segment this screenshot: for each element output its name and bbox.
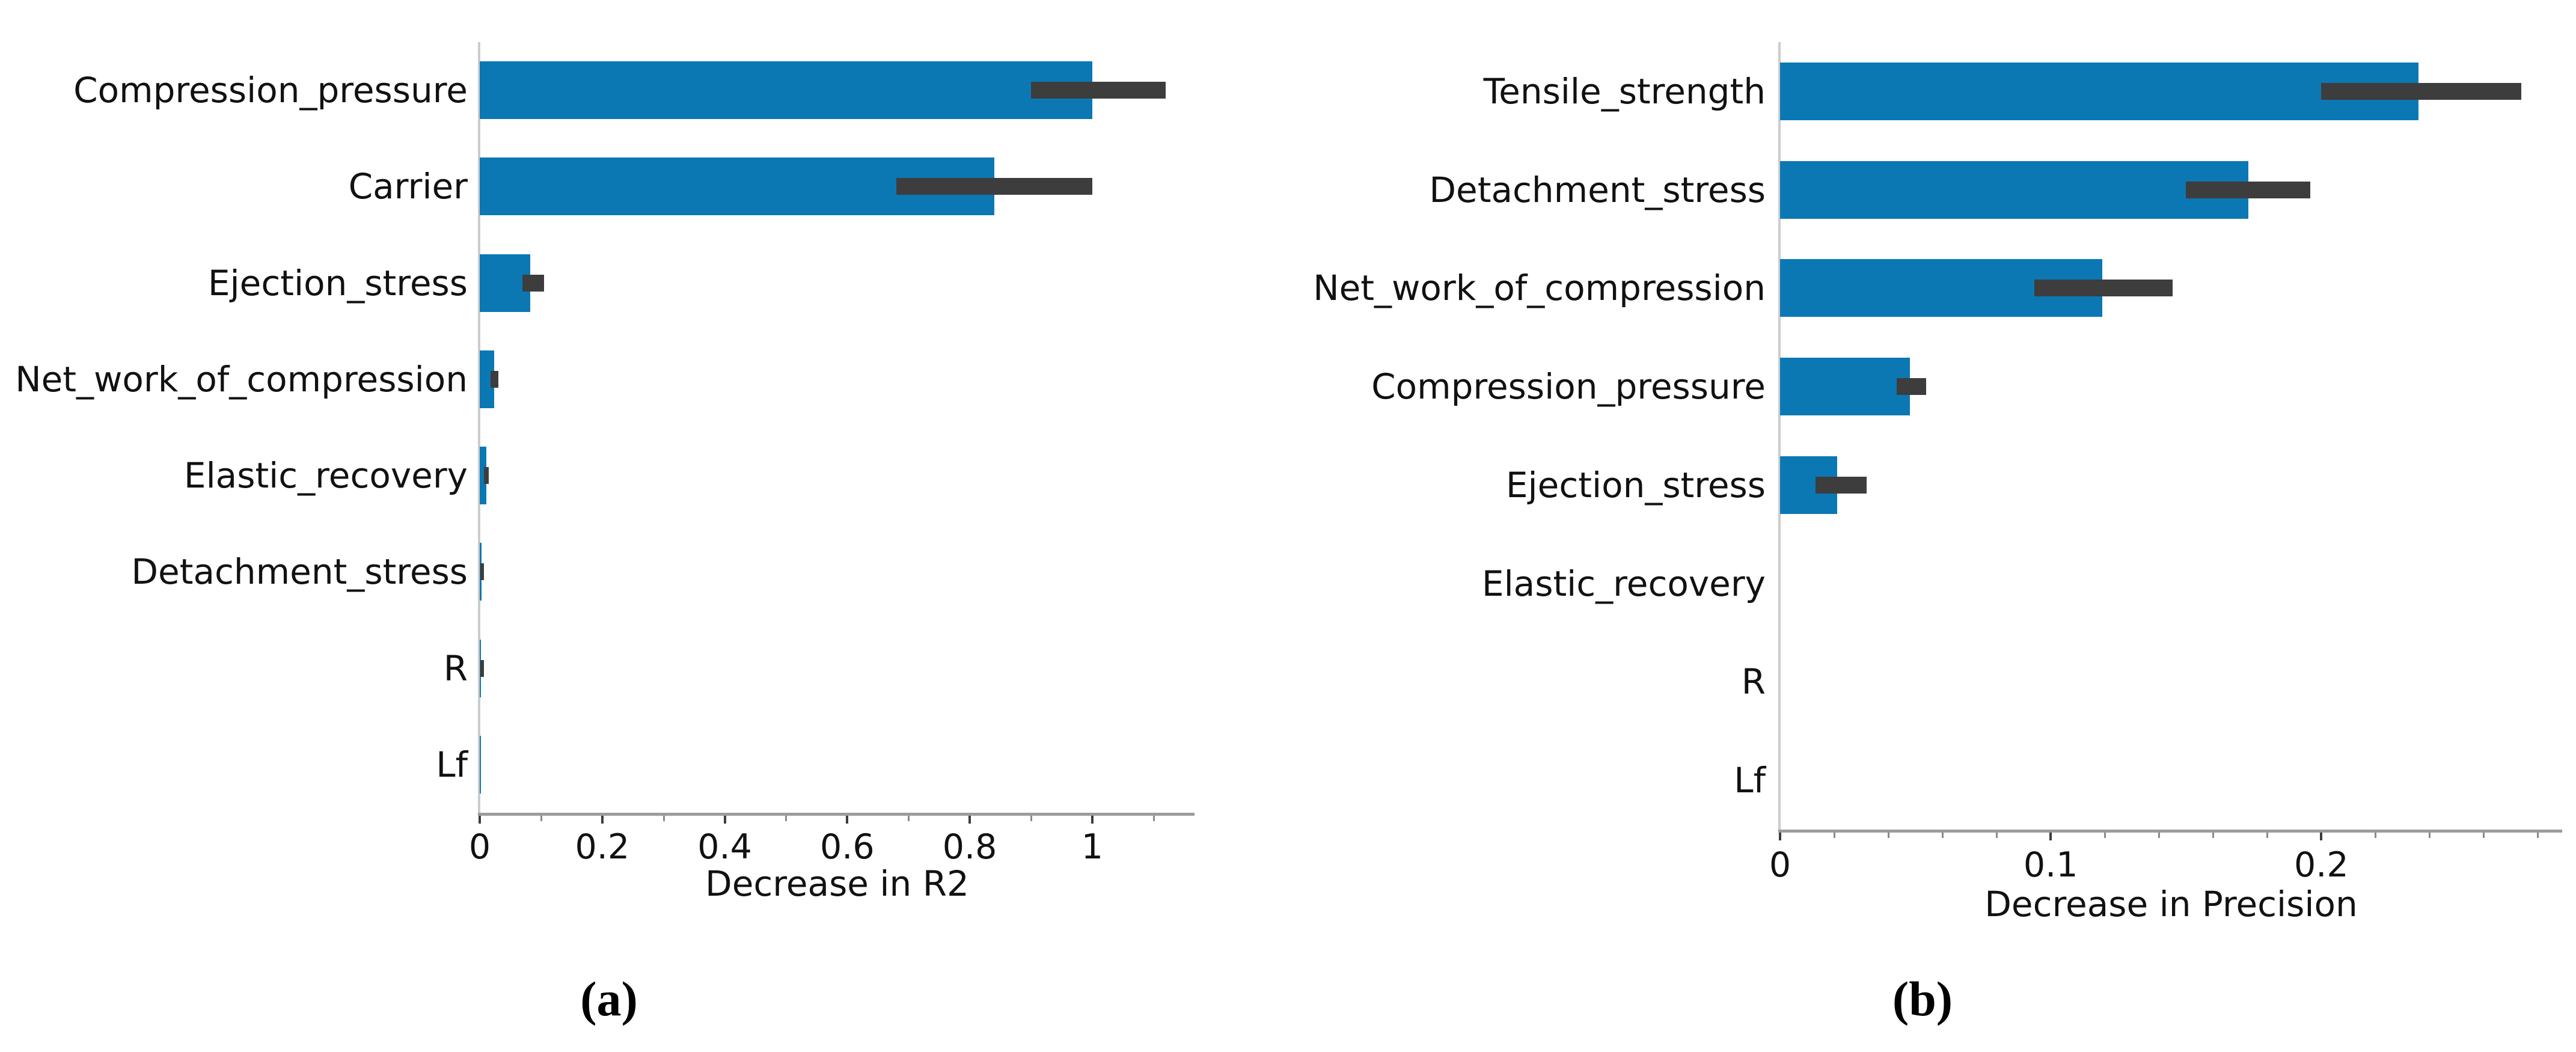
error-bar [2186, 181, 2311, 198]
y-axis-spine [1778, 42, 1781, 831]
x-tick-label: 1 [1081, 827, 1103, 867]
x-tick-major [723, 816, 726, 824]
category-label: R [1741, 661, 1766, 703]
x-tick-minor [1888, 833, 1890, 838]
bar [480, 254, 530, 312]
category-label: Ejection_stress [1505, 464, 1766, 506]
x-tick-major [1779, 833, 1781, 840]
x-tick-major [2320, 833, 2323, 840]
error-bar [2321, 82, 2522, 100]
category-label: Elastic_recovery [1481, 563, 1766, 604]
x-tick-label: 0.8 [942, 827, 997, 867]
category-label: Detachment_stress [1429, 169, 1766, 210]
x-axis-line [478, 813, 1195, 816]
x-tick-major [2049, 833, 2052, 840]
x-tick-minor [785, 816, 788, 821]
x-tick-label: 0.1 [2023, 845, 2078, 885]
x-tick-label: 0.2 [575, 827, 630, 867]
x-tick-label: 0.6 [819, 827, 875, 867]
category-label: Net_work_of_compression [15, 358, 468, 400]
x-tick-minor [1030, 816, 1032, 821]
category-label: Lf [436, 744, 468, 785]
bar [1780, 358, 1911, 416]
x-tick-minor [540, 816, 542, 821]
x-axis-line [1778, 830, 2562, 833]
category-label: Lf [1734, 760, 1766, 801]
y-axis-spine [478, 42, 480, 815]
x-axis-title: Decrease in Precision [1984, 884, 2358, 925]
error-bar [1815, 476, 1867, 494]
bar [480, 735, 481, 794]
x-tick-minor [2537, 833, 2539, 838]
category-label: Compression_pressure [73, 70, 468, 111]
category-label: Tensile_strength [1483, 70, 1766, 112]
x-tick-label: 0 [468, 827, 491, 867]
x-tick-minor [1834, 833, 1836, 838]
x-tick-minor [1942, 833, 1944, 838]
x-tick-minor [1996, 833, 1998, 838]
x-tick-major [479, 816, 481, 824]
bar [1780, 161, 2248, 219]
x-tick-minor [2266, 833, 2269, 838]
x-tick-minor [662, 816, 665, 821]
x-tick-minor [2483, 833, 2485, 838]
x-tick-label: 0 [1769, 845, 1791, 885]
error-bar [491, 370, 498, 388]
x-axis-title: Decrease in R2 [705, 863, 969, 904]
x-tick-minor [1152, 816, 1155, 821]
error-bar [480, 563, 485, 581]
category-label: R [443, 647, 468, 689]
panel-letter: (a) [580, 971, 638, 1026]
bar [1780, 62, 2419, 120]
x-tick-minor [2375, 833, 2377, 838]
error-bar [2034, 280, 2173, 297]
x-tick-major [601, 816, 604, 824]
error-bar [480, 659, 484, 677]
x-tick-minor [908, 816, 910, 821]
category-label: Elastic_recovery [183, 455, 468, 497]
error-bar [896, 178, 1092, 195]
x-tick-label: 0.4 [697, 827, 752, 867]
bar [480, 447, 487, 505]
x-tick-minor [2104, 833, 2106, 838]
x-tick-major [968, 816, 971, 824]
error-bar [1030, 82, 1166, 99]
panel-letter: (b) [1892, 971, 1953, 1026]
category-label: Ejection_stress [207, 262, 468, 304]
x-tick-label: 0.2 [2294, 845, 2349, 885]
x-tick-minor [2158, 833, 2161, 838]
x-tick-major [1091, 816, 1094, 824]
x-tick-minor [2429, 833, 2431, 838]
category-label: Net_work_of_compression [1313, 268, 1766, 309]
error-bar [522, 274, 544, 292]
category-label: Detachment_stress [131, 551, 468, 593]
bar [480, 61, 1092, 120]
error-bar [484, 467, 489, 485]
category-label: Compression_pressure [1371, 366, 1766, 408]
x-tick-minor [2212, 833, 2215, 838]
error-bar [1896, 378, 1927, 396]
x-tick-major [846, 816, 849, 824]
category-label: Carrier [348, 166, 468, 207]
